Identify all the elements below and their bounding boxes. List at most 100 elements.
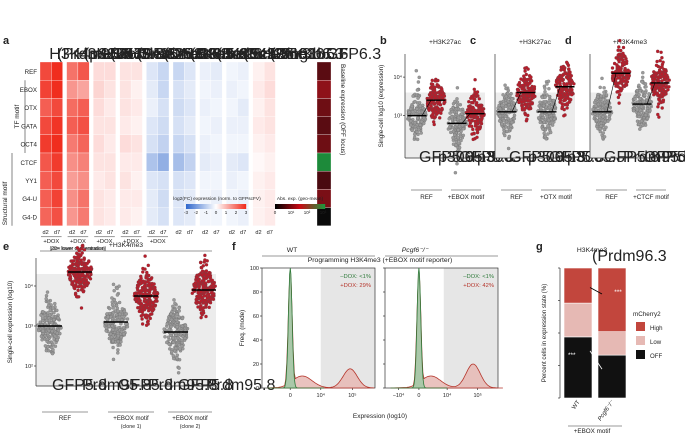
heatmap-row-label-3: GATA (21, 123, 38, 130)
panel-c-group-3-pt-75 (566, 63, 571, 68)
panel-d-group-1-pt-138 (624, 83, 628, 87)
heatmap-row-label-1: EBOX (20, 87, 37, 94)
heatmap-cell-2-1-1 (77, 98, 90, 117)
panel-d-group-2-pt-21 (644, 85, 648, 89)
[object Object]-base: (Ezh2 (244, 46, 286, 63)
[object Object]-base: (Ring1b (270, 46, 326, 63)
panel-d-group-0-pt-67 (598, 129, 603, 134)
heatmap-cell-7-2-0 (93, 189, 105, 208)
[object Object]: (p3005.6 (84, 46, 147, 63)
panel-b-group-3-pt-132 (479, 104, 483, 108)
panel-f-ylabel: Freq. (mode) (239, 310, 246, 346)
heatmap-cell-5-1-0 (66, 152, 79, 172)
panel-d-group-1-pt-137 (616, 89, 621, 94)
panel-b-group-3-pt-127 (480, 108, 484, 112)
panel-e-group-0-pt-185 (50, 351, 55, 356)
panel-b-group-2-pt-84 (458, 134, 463, 139)
heatmap-cell-8-8-0 (252, 207, 265, 226)
panel-d-group-3-pt-99 (658, 69, 662, 73)
panel-d-group-0-pt-109 (604, 125, 608, 130)
[object Object]-sup: 6.3 (322, 46, 344, 63)
heatmap-cell-7-0-0 (39, 189, 52, 208)
panel-e-ylabel-tick-1: 10³ (25, 324, 33, 330)
heatmap-cell-4-8-0 (252, 134, 265, 154)
panel-d-group-0-pt-127 (593, 100, 597, 105)
legend1-swatch-53 (239, 204, 241, 209)
legend1-swatch-48 (234, 204, 236, 209)
legend2-swatch-46 (321, 204, 323, 209)
legend1-swatch-39 (225, 204, 227, 209)
panel-g-legend-swatch-2 (636, 350, 645, 359)
legend2-title: Abs. exp. (geo-mean) (277, 196, 324, 202)
panel-e-group-5-pt-122 (198, 260, 203, 265)
panel-e-group-0-pt-108 (52, 318, 56, 322)
[object Object]-base: H3K36me3 (129, 46, 209, 63)
panel-f-xlabel-tick-1-2: 10⁴ (443, 392, 452, 399)
panel-b-group-2-pt-59 (458, 102, 462, 107)
heatmap-cell-4-3-1 (130, 134, 143, 154)
[object Object]-base: GFP (549, 149, 582, 166)
[object Object]: H3K9me26.3 (182, 46, 275, 63)
panel-e-group-2-pt-65 (119, 335, 124, 339)
legend2-swatch-22 (297, 204, 299, 209)
heatmap-cell-6-3-1 (130, 171, 143, 190)
panel-e-group-5-pt-120 (195, 294, 200, 299)
panel-b-group-0-pt-137 (408, 107, 413, 111)
heatmap-cell-3-4-1 (157, 116, 170, 135)
panel-e-group-2-pt-176 (123, 322, 128, 326)
legend1-swatch-10 (196, 204, 198, 209)
heatmap-cell-1-2-1 (104, 80, 116, 99)
panel-e-group-0-pt-180 (45, 337, 50, 341)
panel-c-group-2-pt-129 (543, 95, 547, 99)
panel-d-group-3-pt-125 (656, 75, 661, 80)
panel-e-group-2-pt-187 (116, 334, 121, 338)
panel-d-group-2-pt-135 (636, 111, 641, 116)
panel-b-group-2-pt-132 (459, 119, 463, 123)
panel-c-group-3-pt-137 (570, 87, 574, 92)
panel-e-ylabel: Single-cell expression (log10) (7, 281, 14, 364)
panel-d-group-2-pt-128 (638, 108, 643, 113)
legend2-swatch-0 (275, 204, 277, 209)
panel-c-group-3-pt-83 (572, 82, 576, 86)
panel-e-group-2-pt-17 (117, 300, 122, 305)
[object Object]-base: (Prdm9 (57, 46, 110, 63)
panel-g-bar-1-off (597, 354, 627, 399)
panel-b-group-3-pt-95 (467, 104, 471, 109)
panel-c-group-1-pt-136 (523, 106, 528, 110)
panel-d-group-3-pt-101 (656, 105, 660, 109)
legend1-swatch-51 (237, 204, 239, 209)
panel-d-group-3-pt-79 (657, 115, 661, 119)
panel-e-group-1-pt-187 (84, 278, 89, 282)
heatmap-cell-4-7-0 (226, 134, 238, 154)
[object Object]-base: GFP (326, 46, 359, 63)
legend2-swatch-24 (299, 204, 301, 209)
panel-d-group-3-pt-51 (660, 56, 664, 60)
panel-e-group-2-pt-189 (115, 293, 120, 297)
panel-c-group-1-pt-109 (529, 79, 534, 83)
legend1-swatch-35 (221, 204, 223, 209)
panel-b-group-3-pt-78 (467, 118, 471, 122)
heatmap-cell-3-2-0 (93, 116, 105, 135)
heatmap-cell-3-8-1 (263, 116, 276, 135)
panel-b-group-2-pt-100 (455, 103, 460, 108)
panel-c-group-3-pt-56 (567, 67, 571, 71)
panel-c-group-0-pt-114 (512, 113, 517, 118)
panel-g-bar-0-high (563, 267, 593, 304)
panel-c-group-3-pt-121 (565, 101, 569, 106)
panel-c-group-3-pt-102 (565, 82, 569, 86)
panel-e-group-1-pt-166 (83, 263, 87, 267)
panel-c-group-0-pt-55 (506, 146, 511, 151)
panel-e-group-2-pt-113 (114, 313, 119, 317)
legend1-swatch-52 (238, 204, 240, 209)
panel-d-group-0-pt-104 (602, 90, 606, 94)
panel-b-group-0-pt-118 (418, 104, 423, 108)
panel-b-group-2-pt-117 (449, 115, 454, 119)
panel-e-group-2-pt-160 (108, 332, 113, 336)
panel-c-group-0-pt-48 (504, 86, 508, 91)
panel-f-xlabel-tick-0-2: 10⁵ (348, 392, 356, 399)
day-label-d2-1: d2 (69, 230, 75, 236)
panel-e-group-5-pt-160 (201, 284, 205, 288)
heatmap-cell-3-1-1 (77, 116, 90, 135)
panel-f-xlabel-tick-1-3: 10⁵ (473, 392, 481, 399)
panel-b-group-1-pt-3 (430, 78, 434, 83)
